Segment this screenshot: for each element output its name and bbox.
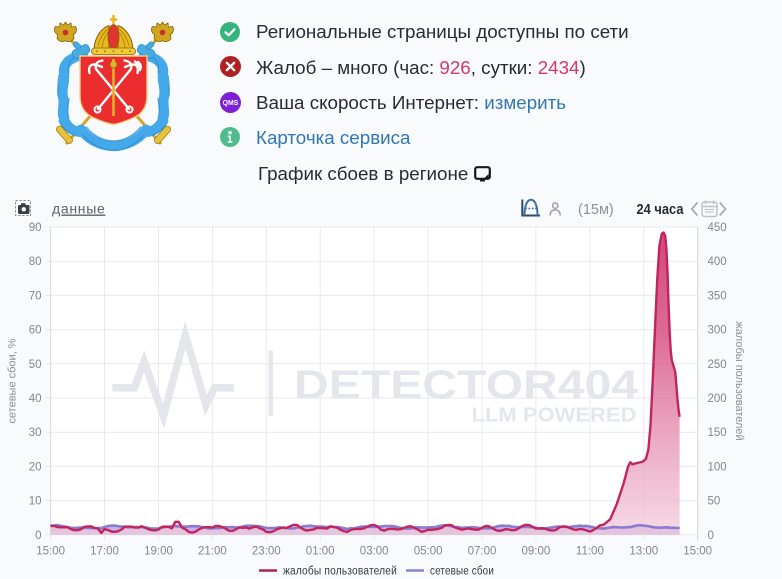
svg-text:0: 0 — [35, 530, 41, 542]
svg-text:07:00: 07:00 — [468, 546, 497, 558]
svg-text:сетевые сбои, %: сетевые сбои, % — [7, 338, 19, 423]
svg-text:0: 0 — [708, 530, 714, 542]
svg-text:жалобы пользователей: жалобы пользователей — [733, 321, 745, 440]
svg-text:150: 150 — [708, 427, 727, 439]
svg-text:05:00: 05:00 — [414, 546, 443, 558]
svg-text:50: 50 — [29, 359, 42, 371]
svg-text:350: 350 — [708, 290, 727, 302]
svg-text:(15м): (15м) — [578, 202, 614, 218]
svg-text:100: 100 — [708, 461, 727, 473]
svg-text:15:00: 15:00 — [683, 546, 712, 558]
svg-text:01:00: 01:00 — [306, 546, 335, 558]
svg-text:21:00: 21:00 — [198, 546, 227, 558]
svg-text:QMS: QMS — [223, 100, 239, 107]
svg-text:24 часа: 24 часа — [637, 201, 685, 218]
svg-text:17:00: 17:00 — [90, 546, 119, 558]
svg-text:400: 400 — [708, 256, 727, 268]
svg-text:жалобы пользователей: жалобы пользователей — [283, 566, 397, 578]
svg-text:80: 80 — [29, 256, 42, 268]
svg-text:50: 50 — [708, 496, 721, 508]
svg-text:70: 70 — [29, 290, 42, 302]
svg-text:90: 90 — [29, 222, 42, 234]
svg-text:11:00: 11:00 — [576, 546, 604, 558]
svg-text:40: 40 — [29, 393, 42, 405]
svg-text:DETECTOR404: DETECTOR404 — [294, 362, 638, 408]
svg-text:23:00: 23:00 — [252, 546, 281, 558]
svg-text:450: 450 — [708, 222, 727, 234]
svg-text:сетевые сбои: сетевые сбои — [430, 566, 494, 578]
svg-text:10: 10 — [29, 496, 42, 508]
svg-text:09:00: 09:00 — [522, 546, 551, 558]
svg-text:13:00: 13:00 — [629, 546, 658, 558]
svg-text:данные: данные — [52, 201, 105, 217]
svg-text:15:00: 15:00 — [36, 546, 65, 558]
svg-text:19:00: 19:00 — [144, 546, 173, 558]
svg-text:20: 20 — [29, 461, 42, 473]
svg-text:200: 200 — [708, 393, 727, 405]
svg-text:300: 300 — [708, 325, 727, 337]
svg-text:250: 250 — [708, 359, 727, 371]
svg-text:30: 30 — [29, 427, 42, 439]
svg-text:LLM POWERED: LLM POWERED — [472, 405, 637, 427]
svg-text:03:00: 03:00 — [360, 546, 389, 558]
svg-text:60: 60 — [29, 325, 42, 337]
